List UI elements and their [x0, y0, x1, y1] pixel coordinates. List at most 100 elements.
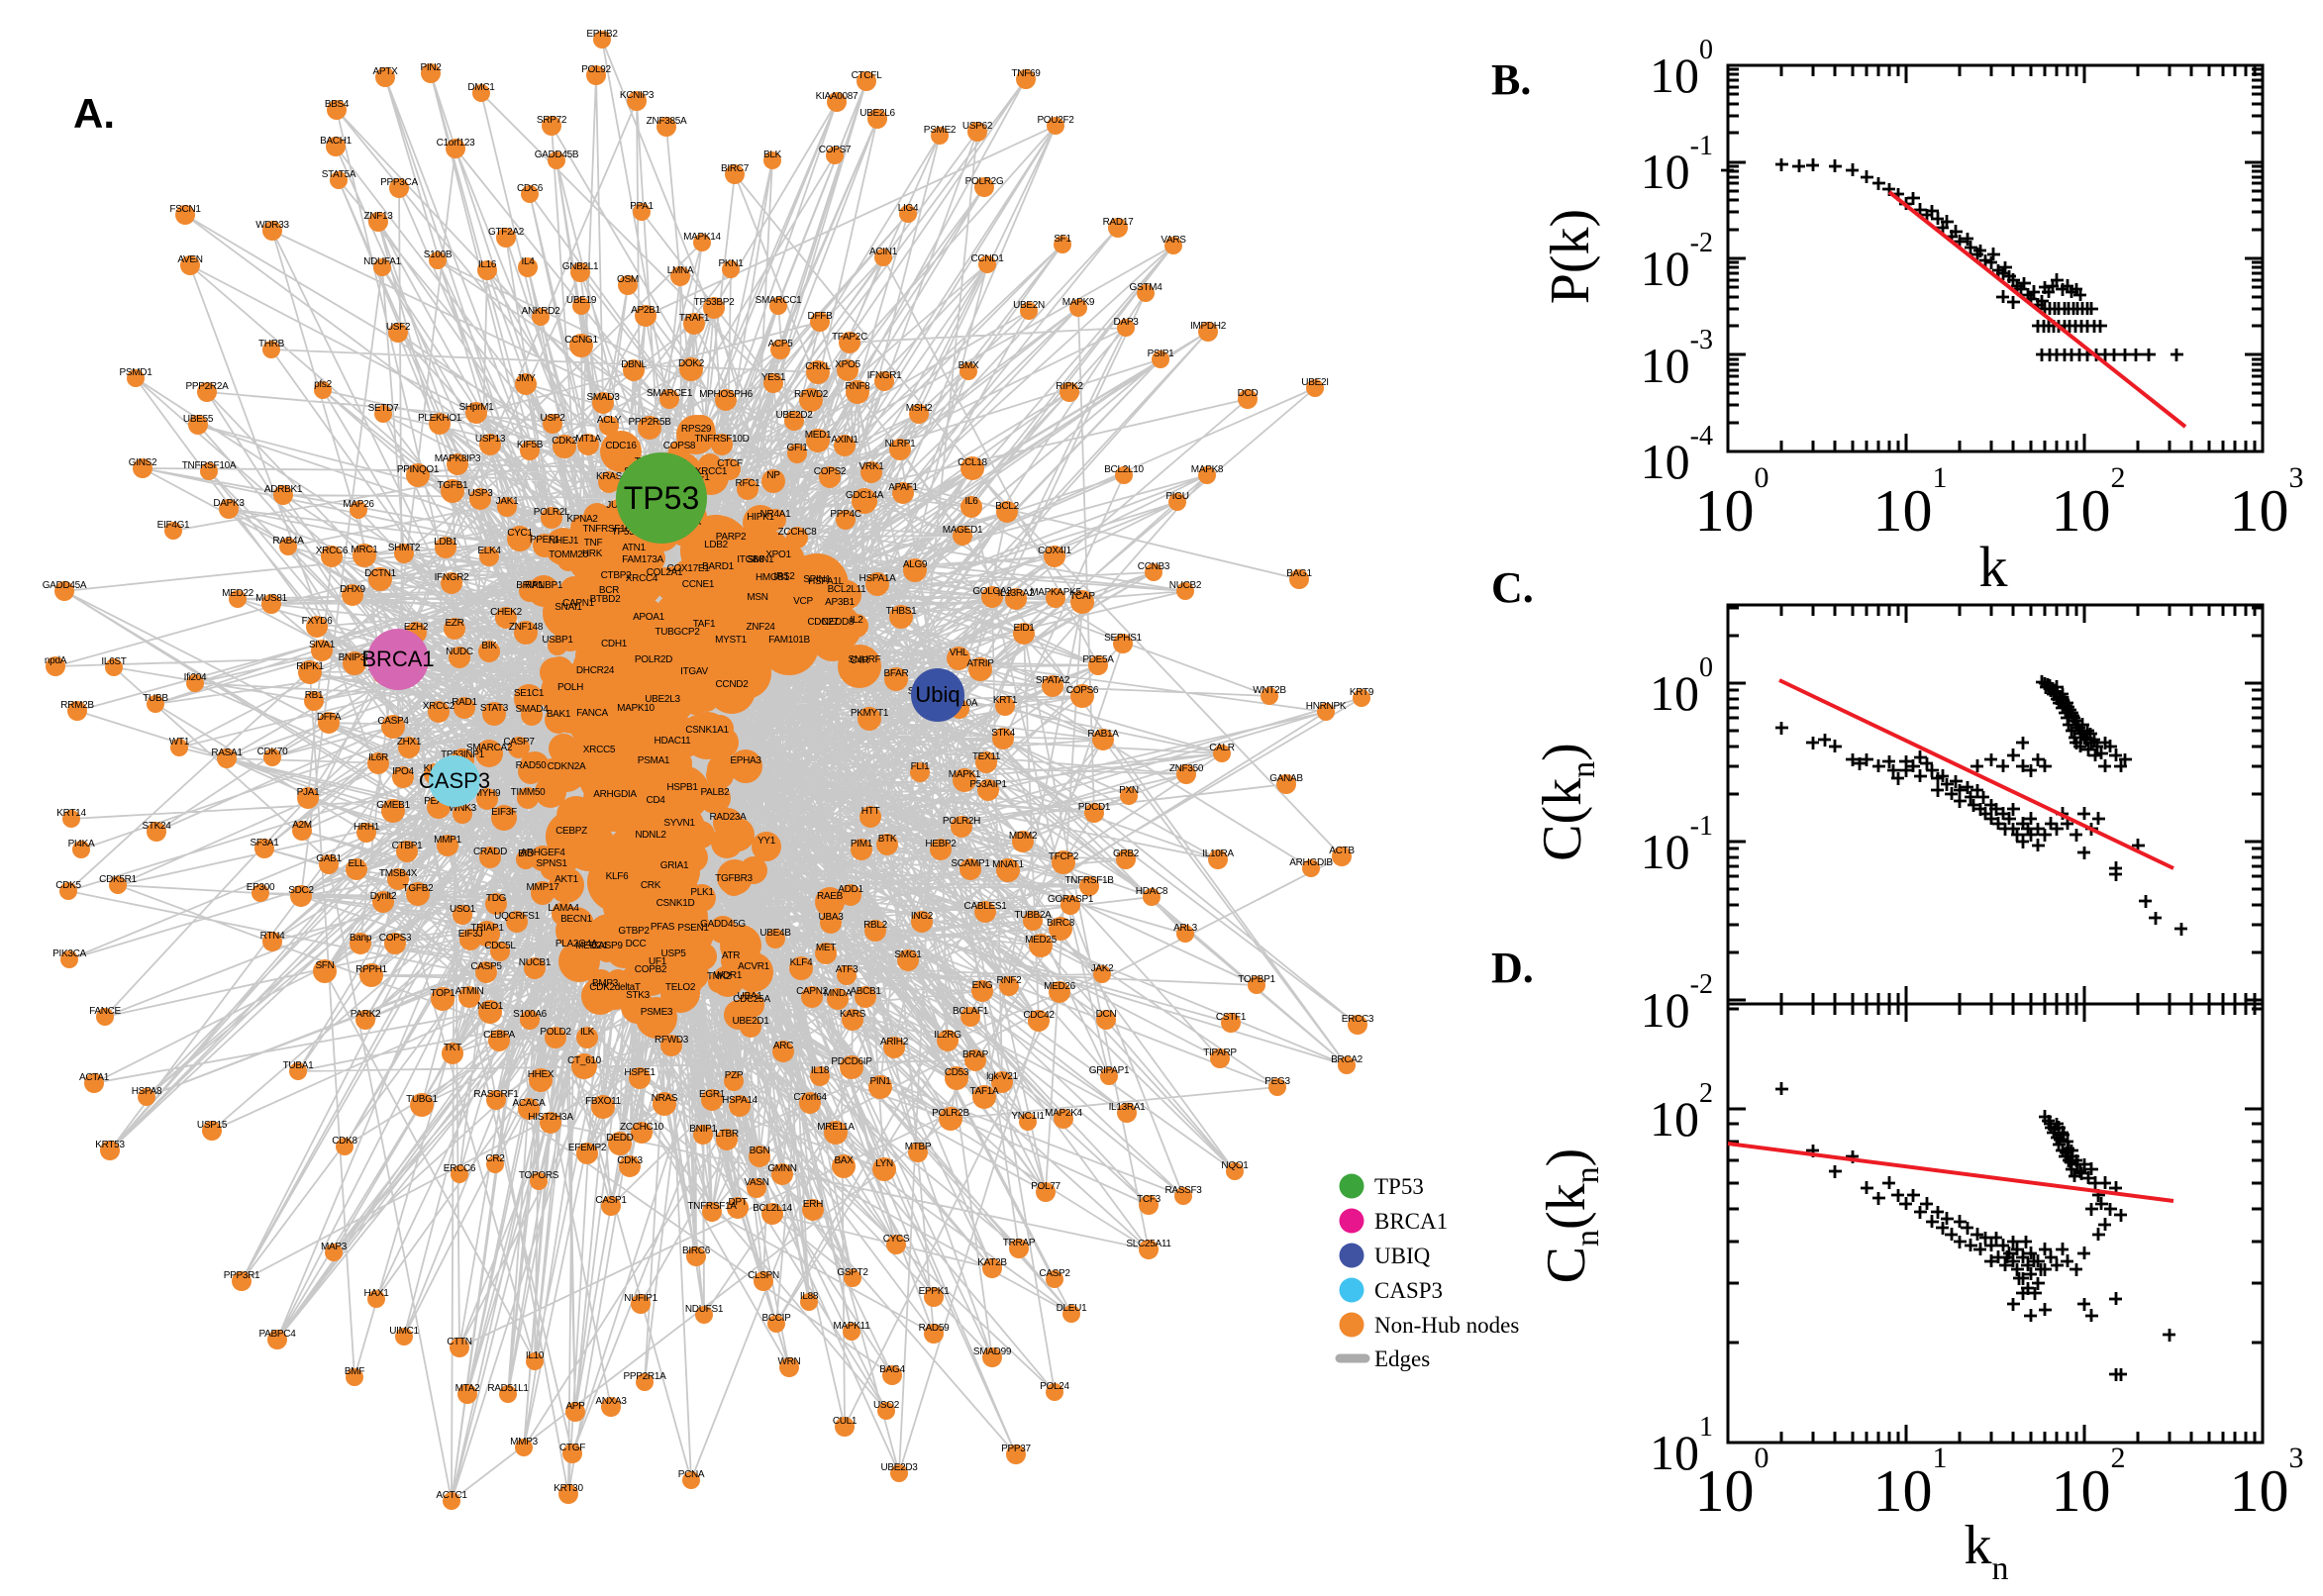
- svg-text:ZNF385A: ZNF385A: [647, 116, 687, 127]
- svg-text:CSNK1D: CSNK1D: [656, 898, 695, 909]
- svg-text:ACIN1: ACIN1: [869, 247, 898, 257]
- svg-text:CDK70: CDK70: [257, 747, 288, 757]
- svg-text:KRT53: KRT53: [95, 1140, 125, 1150]
- svg-text:AXIN1: AXIN1: [831, 435, 858, 446]
- svg-text:TIMM50: TIMM50: [511, 787, 547, 798]
- svg-text:ITGAV: ITGAV: [680, 666, 708, 677]
- svg-text:UF1: UF1: [649, 956, 667, 967]
- svg-text:BLK: BLK: [763, 150, 782, 160]
- svg-text:HSPA14: HSPA14: [722, 1095, 758, 1106]
- svg-text:KARS: KARS: [840, 1009, 866, 1020]
- svg-text:RFC1: RFC1: [736, 478, 761, 489]
- svg-text:BFAR: BFAR: [884, 668, 909, 679]
- svg-text:ACTA1: ACTA1: [79, 1072, 110, 1083]
- svg-text:CTGF: CTGF: [559, 1443, 585, 1453]
- svg-text:GTF2A2: GTF2A2: [488, 227, 525, 238]
- svg-text:PPP3CA: PPP3CA: [380, 177, 418, 188]
- svg-text:Edges: Edges: [1374, 1347, 1430, 1371]
- svg-text:ENG: ENG: [972, 980, 993, 991]
- svg-text:COPS3: COPS3: [379, 933, 412, 944]
- svg-text:MED22: MED22: [222, 588, 254, 599]
- svg-text:APAF1: APAF1: [888, 482, 918, 493]
- svg-text:UBA3: UBA3: [819, 912, 845, 923]
- svg-text:BIRC8: BIRC8: [1047, 918, 1075, 929]
- svg-text:TP53: TP53: [624, 480, 699, 516]
- svg-text:XRCC2: XRCC2: [423, 701, 455, 712]
- svg-text:BCLAF1: BCLAF1: [953, 1006, 989, 1017]
- svg-text:UBA1: UBA1: [738, 991, 763, 1002]
- svg-text:RPS29: RPS29: [681, 424, 712, 435]
- svg-text:POL92: POL92: [581, 64, 611, 75]
- svg-text:WT1: WT1: [169, 737, 190, 748]
- svg-text:CDK2: CDK2: [552, 436, 577, 447]
- svg-text:PSME3: PSME3: [641, 1007, 673, 1018]
- svg-text:CRK: CRK: [641, 880, 661, 891]
- svg-text:GRIA1: GRIA1: [660, 860, 689, 871]
- svg-text:RFWD3: RFWD3: [655, 1035, 689, 1046]
- svg-text:EP300: EP300: [247, 882, 275, 893]
- svg-text:CTBP2: CTBP2: [601, 570, 632, 581]
- svg-text:CDK5R1: CDK5R1: [99, 874, 137, 885]
- svg-text:GMEB1: GMEB1: [376, 800, 410, 811]
- svg-text:USP5: USP5: [661, 948, 687, 959]
- svg-text:SDC2: SDC2: [288, 885, 314, 896]
- svg-text:SNURF: SNURF: [849, 654, 881, 665]
- svg-text:BMX: BMX: [959, 360, 979, 371]
- svg-text:SMN1: SMN1: [748, 554, 774, 565]
- svg-text:CTCF: CTCF: [717, 458, 743, 469]
- svg-text:EZH2: EZH2: [404, 622, 429, 633]
- svg-text:P53AIP1: P53AIP1: [969, 779, 1007, 790]
- svg-text:TFAP2C: TFAP2C: [832, 332, 867, 343]
- svg-text:AP2B1: AP2B1: [631, 305, 660, 316]
- svg-text:DFFA: DFFA: [317, 712, 342, 723]
- svg-text:ANXA3: ANXA3: [595, 1396, 627, 1407]
- svg-text:UQCRFS1: UQCRFS1: [494, 911, 540, 922]
- svg-text:KRT9: KRT9: [1350, 687, 1374, 698]
- svg-text:RRM2B: RRM2B: [60, 700, 94, 711]
- svg-text:SIVA1: SIVA1: [309, 640, 336, 650]
- svg-text:TRAF1: TRAF1: [679, 313, 710, 324]
- svg-text:MED1: MED1: [805, 430, 832, 441]
- svg-text:SETD7: SETD7: [368, 403, 399, 414]
- svg-text:USP15: USP15: [197, 1120, 228, 1131]
- svg-text:TCAP: TCAP: [1069, 591, 1095, 602]
- svg-text:FSCN1: FSCN1: [169, 204, 201, 215]
- svg-text:KRAS: KRAS: [596, 471, 623, 482]
- svg-text:DFFB: DFFB: [808, 311, 834, 322]
- svg-text:PPP4C: PPP4C: [830, 509, 860, 520]
- svg-text:KRT14: KRT14: [56, 808, 86, 819]
- svg-text:CDC42: CDC42: [1023, 1010, 1055, 1021]
- svg-text:BARD1: BARD1: [702, 561, 735, 572]
- svg-text:PEG3: PEG3: [1264, 1076, 1290, 1087]
- svg-text:CDK2deltaT: CDK2deltaT: [589, 982, 641, 993]
- svg-text:HHEX: HHEX: [528, 1069, 555, 1080]
- svg-text:C1orf123: C1orf123: [437, 138, 475, 149]
- svg-text:DOK2: DOK2: [678, 358, 705, 369]
- svg-text:ARHGEF4: ARHGEF4: [520, 848, 565, 858]
- svg-text:BTBD2: BTBD2: [590, 594, 621, 605]
- svg-text:CAPN2: CAPN2: [796, 986, 829, 997]
- svg-text:IL88: IL88: [800, 1291, 819, 1302]
- svg-text:SF3A1: SF3A1: [250, 838, 279, 848]
- svg-text:JAK1: JAK1: [496, 496, 519, 507]
- svg-text:XRCC1: XRCC1: [695, 466, 728, 477]
- svg-text:NHEJ1: NHEJ1: [549, 536, 579, 547]
- svg-text:UBE55: UBE55: [183, 414, 214, 425]
- svg-text:BCL2: BCL2: [995, 501, 1020, 512]
- svg-text:BCL2L10: BCL2L10: [1104, 464, 1144, 475]
- svg-text:CASP7: CASP7: [503, 737, 535, 748]
- svg-text:PSEN1: PSEN1: [677, 923, 709, 934]
- svg-text:GADD45G: GADD45G: [700, 919, 746, 930]
- svg-text:UBE2I: UBE2I: [1301, 377, 1328, 388]
- svg-text:ARHGDIA: ARHGDIA: [593, 789, 637, 800]
- svg-text:CDK3: CDK3: [617, 1155, 643, 1166]
- svg-text:TNFRSF1A: TNFRSF1A: [687, 1201, 737, 1212]
- svg-text:HRH1: HRH1: [354, 822, 380, 833]
- svg-text:IL4: IL4: [521, 256, 535, 267]
- svg-text:CUL1: CUL1: [833, 1416, 858, 1427]
- svg-text:CYCS: CYCS: [883, 1234, 910, 1245]
- svg-text:ADD1: ADD1: [838, 884, 863, 895]
- svg-text:MRC1: MRC1: [351, 545, 378, 555]
- svg-text:BCL2L11: BCL2L11: [828, 584, 867, 595]
- svg-text:ZHX1: ZHX1: [397, 737, 422, 748]
